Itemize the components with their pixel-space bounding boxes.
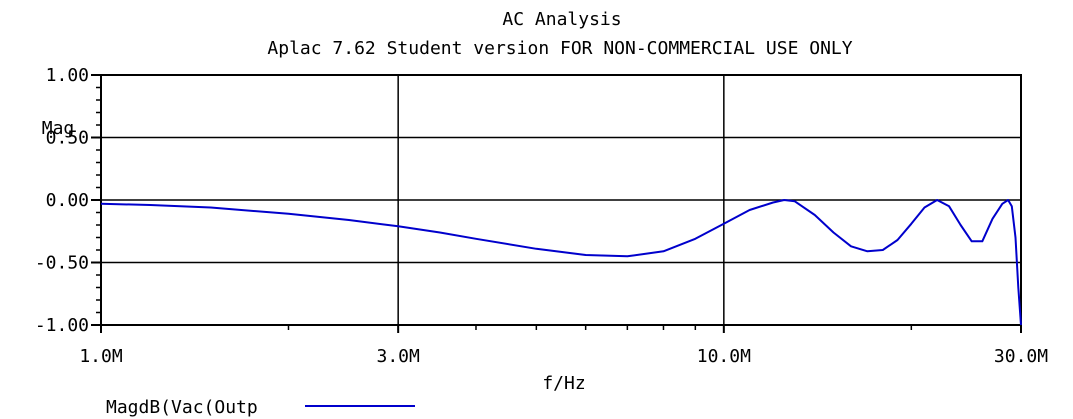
series-line — [100, 199, 1022, 326]
plot-frame — [100, 74, 1022, 326]
y-tick-label: 1.00 — [46, 65, 89, 86]
chart-subtitle: Aplac 7.62 Student version FOR NON-COMME… — [267, 38, 852, 59]
x-tick-label: 10.0M — [697, 346, 751, 367]
tick-labels: 1.00 0.50 0.00 -0.50 -1.00 1.0M 3.0M 10.0M 30.0M — [35, 65, 1048, 367]
legend: MagdB(Vac(Outp — [106, 397, 415, 418]
grid-lines — [101, 75, 1021, 325]
x-tick-label: 3.0M — [376, 346, 420, 367]
legend-label: MagdB(Vac(Outp — [106, 397, 258, 418]
y-tick-label: -1.00 — [35, 315, 89, 336]
x-tick-label: 1.0M — [79, 346, 123, 367]
x-tick-label: 30.0M — [994, 346, 1048, 367]
y-tick-label: 0.00 — [46, 190, 89, 211]
y-tick-label: -0.50 — [35, 253, 89, 274]
axis-ticks — [91, 74, 1022, 333]
y-axis-label: Mag — [42, 118, 75, 139]
y-tick-label: 0.50 — [46, 128, 89, 149]
x-axis-label: f/Hz — [542, 373, 585, 394]
chart-title: AC Analysis — [502, 9, 621, 30]
